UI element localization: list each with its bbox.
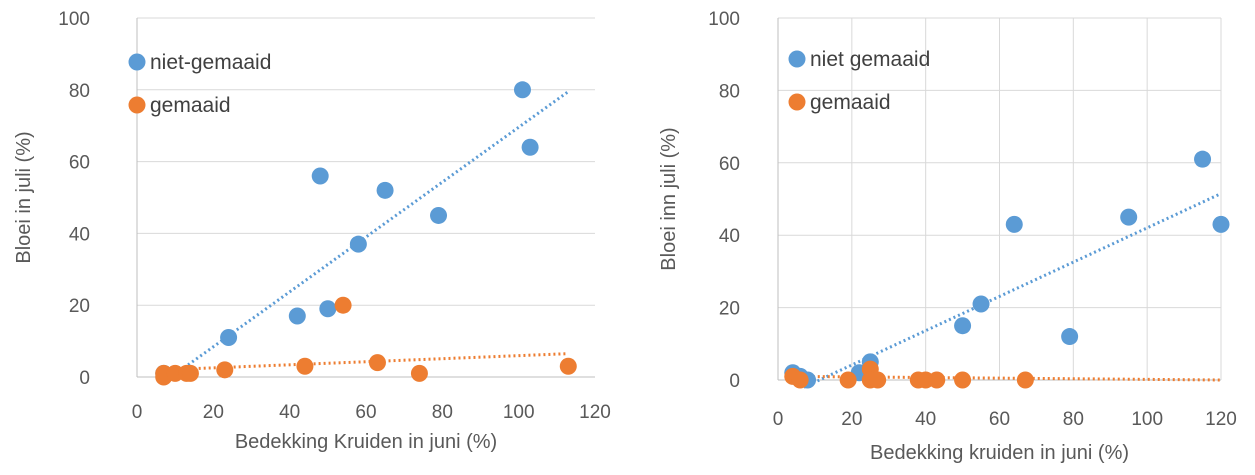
- data-point: [1212, 215, 1230, 233]
- legend-label: niet-gemaaid: [150, 51, 271, 74]
- data-point: [296, 357, 314, 375]
- x-tick-label: 40: [279, 402, 300, 423]
- legend-label: gemaaid: [150, 94, 231, 117]
- chart-2: 0 20 40 60 80 100 0 20 40 60 80 100 120 Bedekking kru…: [658, 9, 1237, 464]
- data-point: [1005, 215, 1023, 233]
- y-tick-label: 40: [719, 226, 740, 247]
- y-tick-label: 0: [79, 368, 90, 389]
- x-tick-label: 80: [1063, 409, 1084, 430]
- y-tick-label: 80: [719, 81, 740, 102]
- data-point: [319, 300, 337, 318]
- x-tick-label: 120: [579, 402, 611, 423]
- x-tick-label: 120: [1205, 409, 1237, 430]
- data-point: [791, 371, 809, 389]
- data-point: [1120, 208, 1138, 226]
- chart-1: 0 20 40 60 80 100 0 20 40 60 80 100 120 Bedekking Kru…: [13, 9, 611, 453]
- data-point: [1016, 371, 1034, 389]
- y-tick-label: 40: [69, 224, 90, 245]
- x-tick-label: 20: [203, 402, 224, 423]
- data-point: [220, 329, 238, 347]
- data-point: [1194, 150, 1212, 168]
- data-point: [311, 167, 329, 185]
- y-axis-title: Bloei in juli (%): [13, 131, 35, 263]
- x-axis-title: Bedekking Kruiden in juni (%): [235, 431, 497, 453]
- x-tick-label: 80: [432, 402, 453, 423]
- y-tick-label: 0: [729, 371, 740, 392]
- data-point: [288, 307, 306, 325]
- y-tick-label: 80: [69, 81, 90, 102]
- x-tick-label: 100: [503, 402, 535, 423]
- data-point: [928, 371, 946, 389]
- x-tick-label: 0: [132, 402, 143, 423]
- data-point: [368, 354, 386, 372]
- data-point: [216, 361, 234, 379]
- x-tick-label: 60: [989, 409, 1010, 430]
- y-axis-title: Bloei inn juli (%): [658, 127, 680, 270]
- data-point: [839, 371, 857, 389]
- data-point: [349, 235, 367, 253]
- legend-marker: [788, 93, 806, 111]
- data-point: [521, 138, 539, 156]
- data-point: [334, 296, 352, 314]
- x-tick-label: 0: [773, 409, 784, 430]
- x-tick-label: 20: [841, 409, 862, 430]
- data-point: [1061, 328, 1079, 346]
- data-point: [376, 181, 394, 199]
- y-tick-label: 100: [708, 9, 740, 30]
- legend-label: gemaaid: [810, 91, 891, 114]
- y-tick-label: 100: [58, 9, 90, 30]
- data-point: [954, 317, 972, 335]
- data-point: [559, 357, 577, 375]
- data-point: [410, 364, 428, 382]
- data-point: [972, 295, 990, 313]
- legend-marker: [788, 50, 806, 68]
- x-axis-title: Bedekking kruiden in juni (%): [870, 442, 1129, 464]
- data-point: [181, 364, 199, 382]
- data-point: [430, 206, 448, 224]
- data-point: [513, 81, 531, 99]
- y-tick-label: 20: [719, 299, 740, 320]
- legend-label: niet gemaaid: [810, 48, 930, 71]
- y-tick-label: 60: [719, 154, 740, 175]
- x-tick-label: 100: [1131, 409, 1163, 430]
- trendline-niet-gemaaid: [162, 90, 570, 384]
- y-tick-label: 60: [69, 153, 90, 174]
- x-tick-label: 40: [915, 409, 936, 430]
- data-point: [954, 371, 972, 389]
- data-point: [869, 371, 887, 389]
- legend-marker: [128, 53, 146, 71]
- y-tick-label: 20: [69, 296, 90, 317]
- legend-marker: [128, 96, 146, 114]
- x-tick-label: 60: [355, 402, 376, 423]
